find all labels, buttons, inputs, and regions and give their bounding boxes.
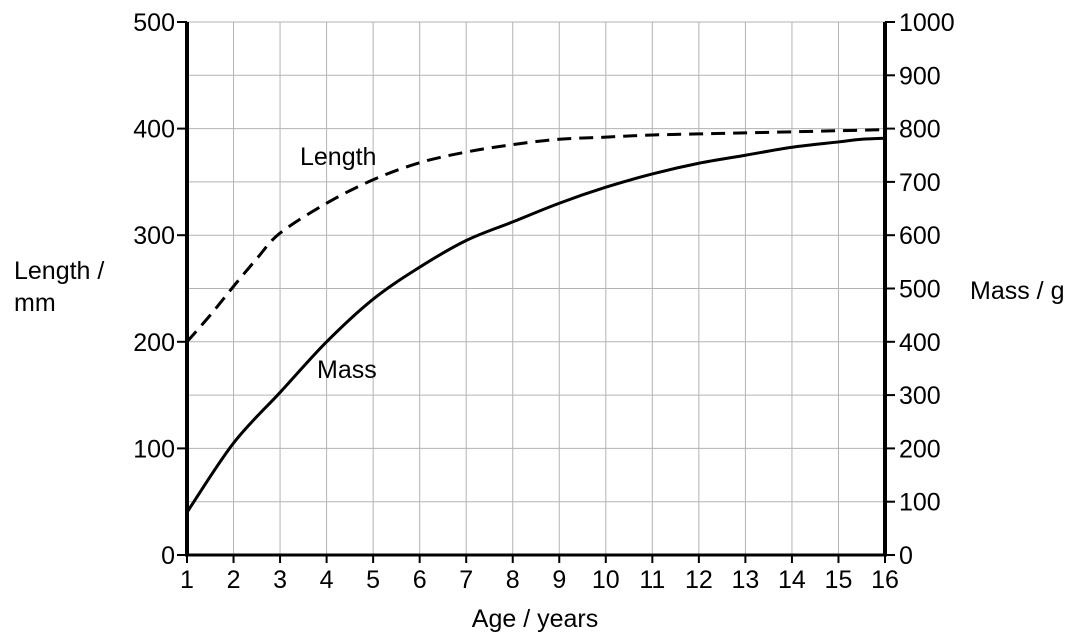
x-tick-label: 6 [413, 566, 427, 594]
x-tick-label: 16 [871, 566, 899, 594]
x-tick-label: 3 [273, 566, 287, 594]
tick-labels: 1 2 3 4 5 6 7 8 9 10 11 12 13 14 15 1601002003004005000… [133, 9, 954, 594]
y-right-tick-label: 200 [899, 435, 941, 463]
y-left-tick-label: 500 [133, 9, 175, 37]
x-tick-label: 8 [506, 566, 520, 594]
series-line-length [185, 128, 886, 343]
y-left-axis-title-line1: Length / [14, 257, 104, 285]
y-right-tick-label: 1000 [899, 9, 955, 37]
series-lines [185, 128, 886, 514]
grid-lines [186, 21, 886, 556]
x-tick-label: 13 [731, 566, 759, 594]
y-right-axis-title: Mass / g [970, 277, 1064, 305]
y-right-tick-label: 900 [899, 62, 941, 90]
series-label-mass: Mass [317, 356, 377, 384]
x-tick-label: 15 [825, 566, 853, 594]
x-tick-label: 9 [552, 566, 566, 594]
y-right-tick-label: 800 [899, 116, 941, 144]
y-left-axis-title-line2: mm [14, 289, 56, 317]
series-line-mass [185, 136, 886, 514]
y-right-tick-label: 700 [899, 169, 941, 197]
x-tick-label: 11 [639, 566, 665, 594]
y-right-tick-label: 100 [899, 489, 941, 517]
y-right-tick-label: 600 [899, 222, 941, 250]
y-left-tick-label: 0 [161, 542, 175, 570]
series-label-length: Length [300, 143, 376, 171]
x-tick-label: 4 [320, 566, 334, 594]
x-tick-label: 7 [459, 566, 473, 594]
y-left-tick-label: 200 [133, 329, 175, 357]
x-tick-label: 5 [366, 566, 380, 594]
x-tick-label: 12 [685, 566, 713, 594]
y-left-tick-label: 300 [133, 222, 175, 250]
x-tick-label: 10 [592, 566, 620, 594]
x-tick-label: 14 [778, 566, 806, 594]
y-left-tick-label: 400 [133, 116, 175, 144]
y-right-tick-label: 400 [899, 329, 941, 357]
y-right-tick-label: 0 [899, 542, 913, 570]
y-right-tick-label: 500 [899, 276, 941, 304]
x-tick-label: 1 [180, 566, 194, 594]
y-left-tick-label: 100 [133, 435, 175, 463]
y-right-tick-label: 300 [899, 382, 941, 410]
x-axis-title: Age / years [472, 605, 598, 633]
x-tick-label: 2 [227, 566, 241, 594]
